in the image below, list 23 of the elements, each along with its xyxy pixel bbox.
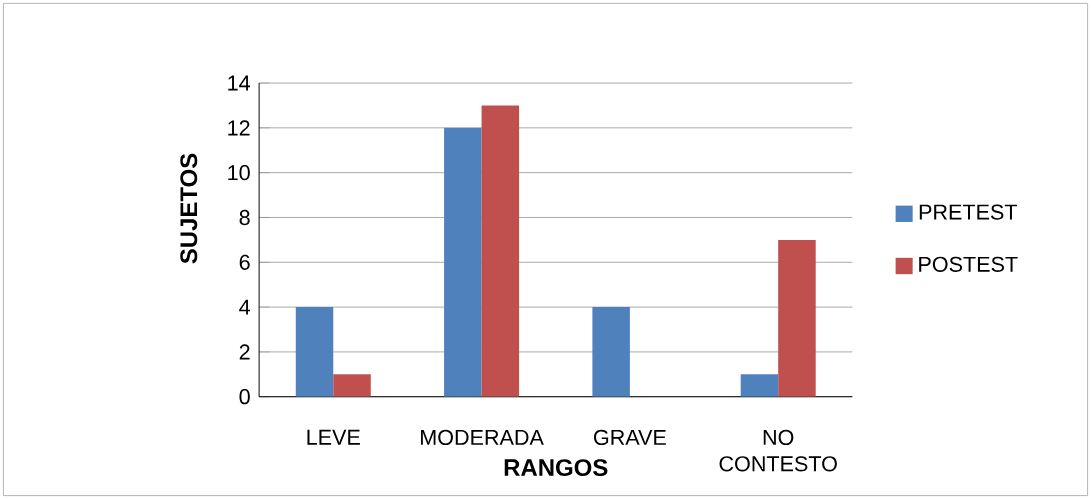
y-tick-label: 12 [228,120,250,136]
bar [740,374,779,397]
y-tick-label: 10 [228,165,250,181]
legend-label: PRETEST [919,204,1018,220]
x-tick-label: MODERADA [421,429,544,446]
x-tick-label: NO CONTESTO [719,429,837,472]
x-tick-label: LEVE [307,429,360,445]
y-tick-label: 6 [239,254,250,270]
x-axis-title: RANGOS [504,459,608,477]
x-tick-label: GRAVE [594,429,666,446]
y-axis-title: SUJETOS [180,153,198,264]
bar [592,307,630,397]
y-tick-label: 0 [239,389,250,405]
y-tick-label: 8 [239,209,250,226]
y-tick-label: 2 [239,344,250,360]
legend-label: POSTEST [919,256,1018,272]
y-tick-label: 4 [239,299,251,315]
bar [444,127,482,397]
bar [778,239,816,397]
bar [295,307,334,397]
y-tick-label: 14 [228,75,250,91]
bar [333,374,371,397]
bar [481,105,520,397]
